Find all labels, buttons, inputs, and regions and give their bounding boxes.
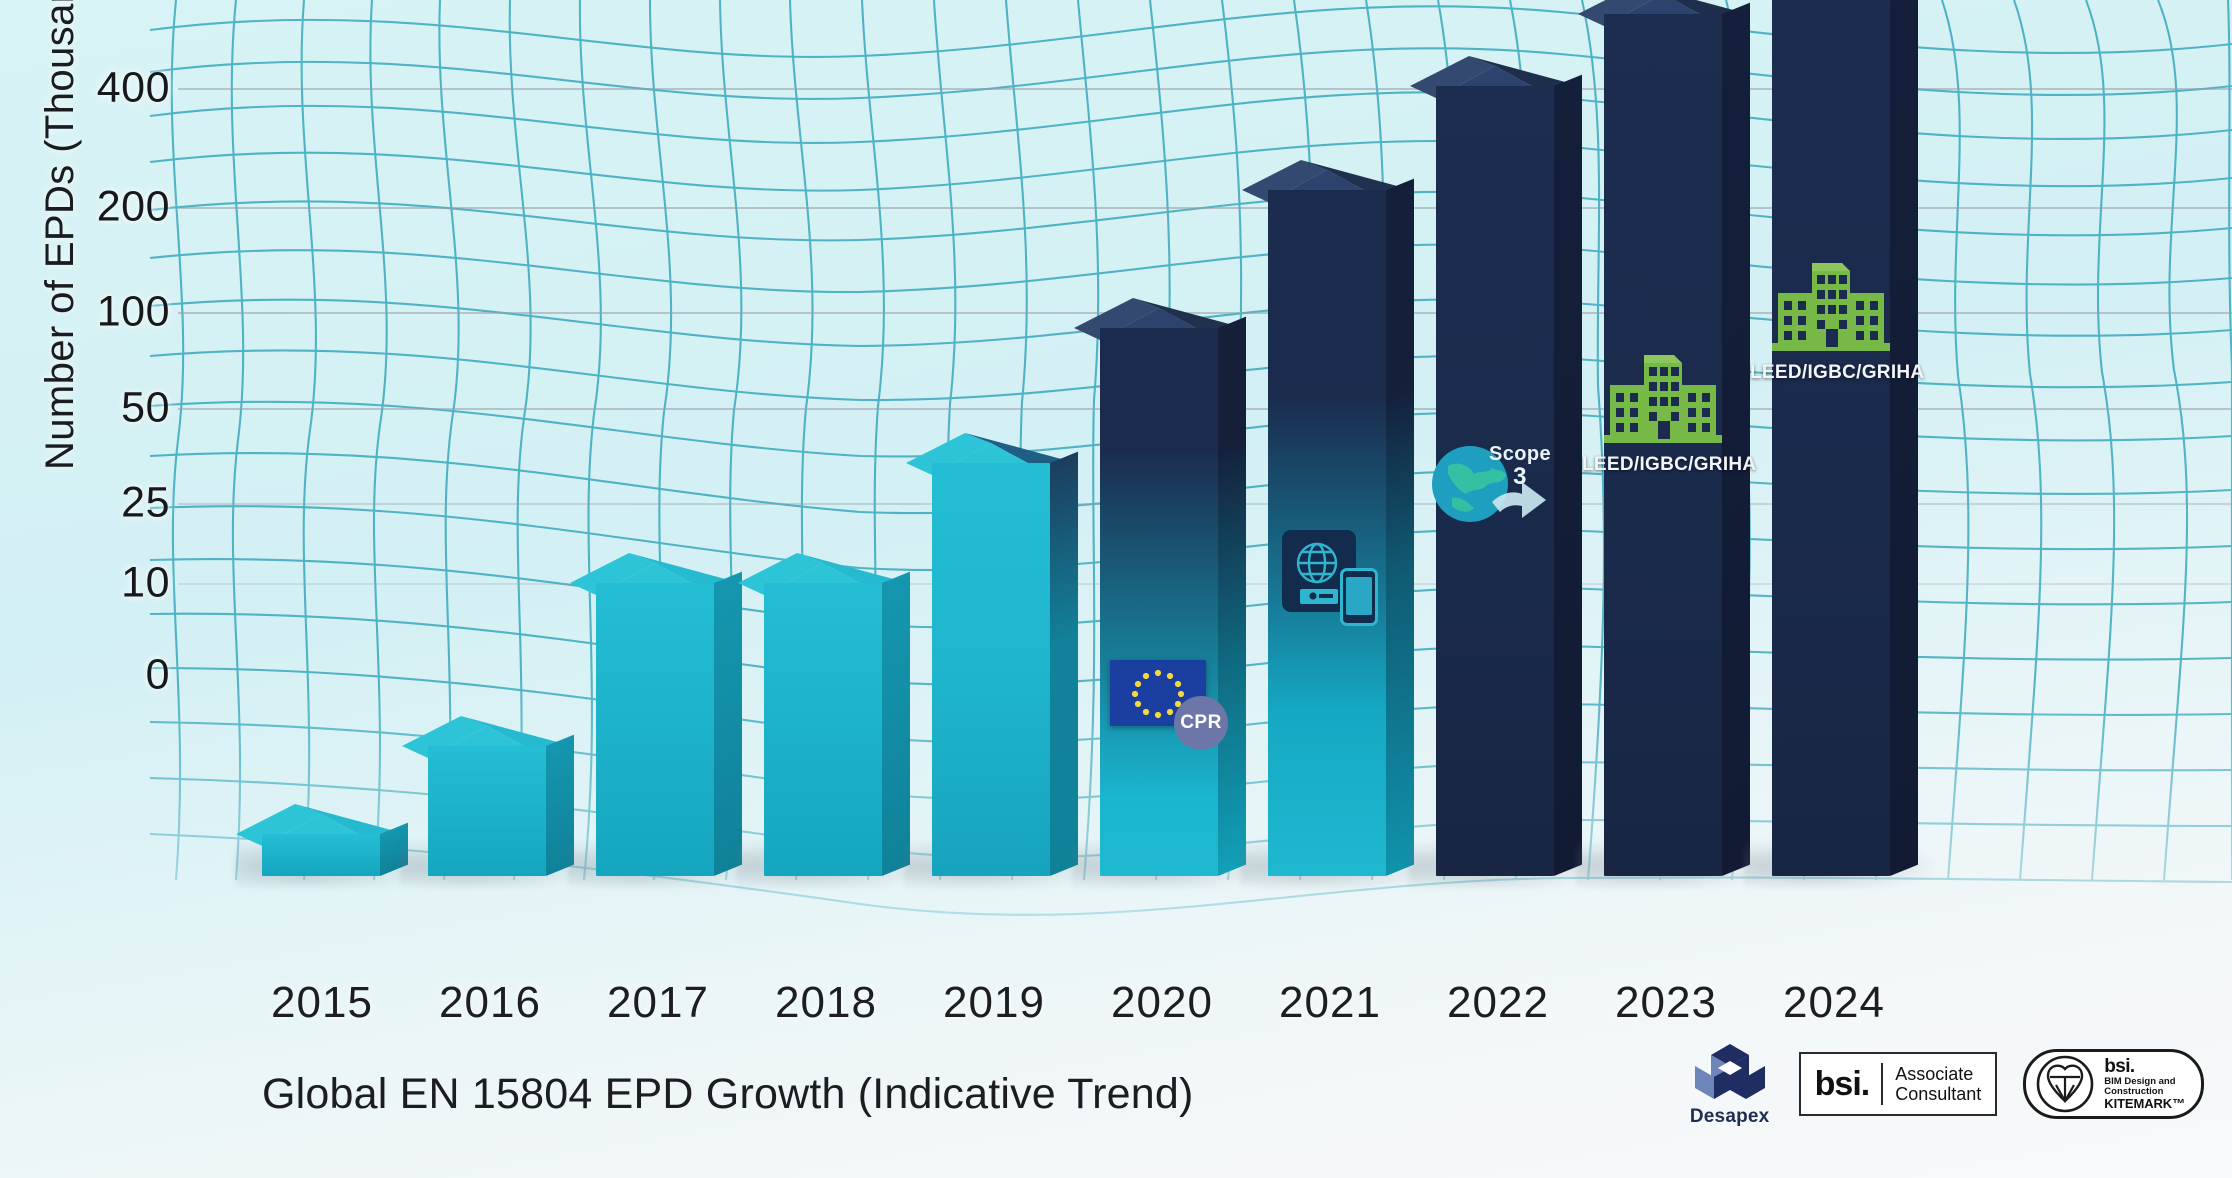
bar-2022[interactable]: Scope 3 xyxy=(1410,56,1582,877)
x-tick-2023: 2023 xyxy=(1615,978,1717,1027)
divider xyxy=(1881,1063,1884,1105)
bar-2023[interactable]: LEED/IGBC/GRIHA xyxy=(1578,0,1756,877)
kitemark-wordmark: KITEMARK™ xyxy=(2104,1096,2185,1112)
bar-side-face xyxy=(1554,74,1582,877)
kitemark-line1: BIM Design and xyxy=(2104,1076,2176,1088)
desapex-mark-icon xyxy=(1694,1044,1765,1099)
bsi-associate-line1: Associate xyxy=(1895,1063,1974,1084)
bar-2018[interactable] xyxy=(738,553,910,876)
bsi-associate-consultant-logo: bsi. Associate Consultant xyxy=(1798,1052,1998,1116)
y-tick-10: 10 xyxy=(121,558,170,607)
x-tick-2024: 2024 xyxy=(1783,978,1885,1027)
x-tick-2021: 2021 xyxy=(1279,978,1381,1027)
bar-front-face xyxy=(262,834,380,876)
y-tick-100: 100 xyxy=(96,287,170,336)
bsi-wordmark: bsi. xyxy=(1814,1065,1871,1103)
bar-front-face xyxy=(1436,86,1554,876)
bar-2019[interactable] xyxy=(906,433,1078,876)
bar-front-face xyxy=(1100,328,1218,876)
bar-front-face xyxy=(1268,190,1386,876)
bar-front-face xyxy=(1772,0,1890,876)
bar-side-face xyxy=(1218,316,1246,876)
logo-strip: Desapex bsi. Associate Consultant bsi. B… xyxy=(1687,1040,2204,1128)
x-tick-2020: 2020 xyxy=(1111,978,1213,1027)
y-tick-200: 200 xyxy=(96,182,170,231)
desapex-logo: Desapex xyxy=(1687,1040,1773,1128)
bsi-associate-line2: Consultant xyxy=(1895,1084,1982,1104)
bar-side-face xyxy=(1722,2,1750,877)
bar-side-face xyxy=(1890,0,1918,877)
bar-2024[interactable]: LEED/IGBC/GRIHA xyxy=(1750,0,1924,877)
bar-front-face xyxy=(1604,14,1722,876)
y-tick-50: 50 xyxy=(121,383,170,432)
bsi-kitemark-logo: bsi. BIM Design and Construction KITEMAR… xyxy=(2023,1049,2204,1119)
kitemark-bsi-wordmark: bsi. xyxy=(2104,1056,2135,1078)
y-tick-400: 400 xyxy=(96,63,170,112)
bar-2015[interactable] xyxy=(236,804,408,876)
kitemark-heart-icon xyxy=(2036,1055,2094,1113)
x-tick-2022: 2022 xyxy=(1447,978,1549,1027)
y-tick-25: 25 xyxy=(121,478,170,527)
x-tick-2016: 2016 xyxy=(439,978,541,1027)
kitemark-line2: Construction xyxy=(2104,1086,2164,1098)
y-tick-0: 0 xyxy=(145,650,170,699)
bar-side-face xyxy=(1050,451,1078,876)
bar-front-face xyxy=(596,583,714,876)
gridline-400 xyxy=(178,88,2232,90)
x-tick-2019: 2019 xyxy=(943,978,1045,1027)
bar-side-face xyxy=(546,734,574,876)
bar-front-face xyxy=(428,746,546,876)
bar-2021[interactable] xyxy=(1242,160,1414,877)
bar-side-face xyxy=(882,571,910,876)
x-tick-2015: 2015 xyxy=(271,978,373,1027)
gridline-200 xyxy=(178,207,2232,209)
gridline-100 xyxy=(178,312,2232,314)
bar-2017[interactable] xyxy=(570,553,742,876)
bar-2016[interactable] xyxy=(402,716,574,876)
x-tick-2018: 2018 xyxy=(775,978,877,1027)
bar-front-face xyxy=(764,583,882,876)
bar-side-face xyxy=(714,571,742,876)
chart-caption: Global EN 15804 EPD Growth (Indicative T… xyxy=(262,1070,1194,1118)
desapex-wordmark: Desapex xyxy=(1689,1106,1770,1127)
bar-front-face xyxy=(932,463,1050,876)
bar-side-face xyxy=(1386,178,1414,877)
x-tick-2017: 2017 xyxy=(607,978,709,1027)
bar-2020[interactable]: CPR xyxy=(1074,298,1246,876)
